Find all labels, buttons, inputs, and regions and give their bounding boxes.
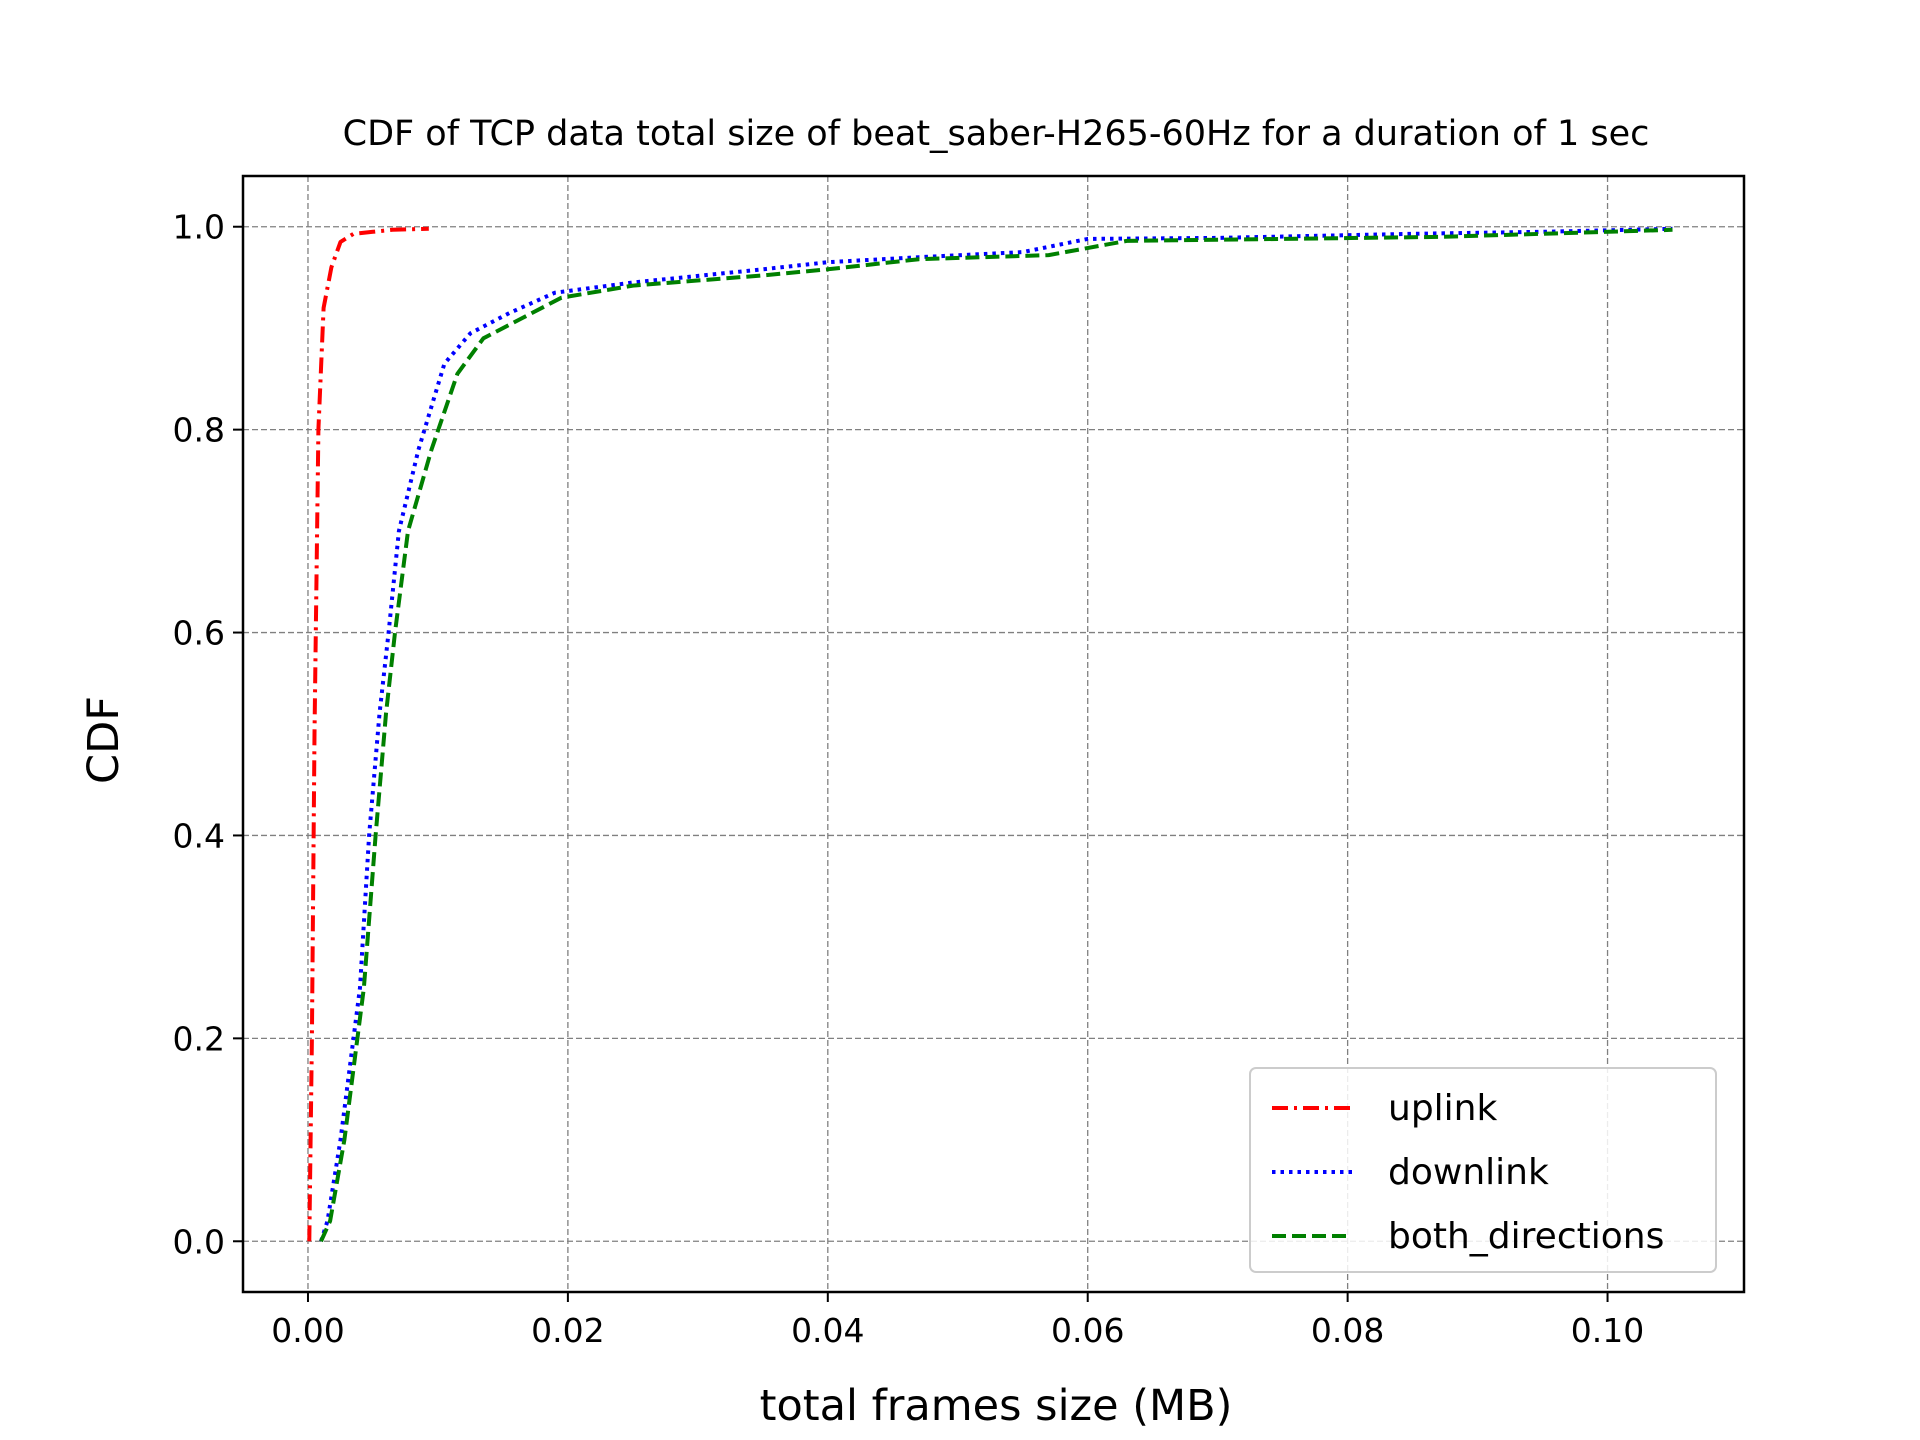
axis-ticks: 0.00 0.02 0.04 0.06 0.08 0.10 0.0 0.2 0.4 0.6 0.8 1… bbox=[173, 208, 1645, 1350]
chart-title: CDF of TCP data total size of beat_saber… bbox=[343, 114, 1650, 154]
x-tick-label: 0.04 bbox=[791, 1311, 864, 1350]
legend-label-both-directions: both_directions bbox=[1388, 1216, 1664, 1257]
y-tick-label: 0.0 bbox=[173, 1222, 225, 1261]
legend-box bbox=[1249, 1067, 1717, 1273]
y-tick-label: 0.8 bbox=[173, 411, 225, 450]
y-tick-label: 0.6 bbox=[173, 614, 225, 653]
plot-area-frame bbox=[241, 174, 1746, 1294]
x-tick-label: 0.10 bbox=[1571, 1311, 1644, 1350]
x-axis-label: total frames size (MB) bbox=[760, 1381, 1233, 1431]
legend-label-uplink: uplink bbox=[1388, 1088, 1497, 1129]
x-tick-label: 0.08 bbox=[1311, 1311, 1384, 1350]
x-tick-label: 0.02 bbox=[531, 1311, 604, 1350]
y-tick-label: 1.0 bbox=[173, 208, 225, 247]
grid-lines bbox=[243, 176, 1744, 1292]
x-tick-label: 0.00 bbox=[271, 1311, 344, 1350]
y-axis-label: CDF bbox=[79, 696, 129, 784]
legend-label-downlink: downlink bbox=[1388, 1152, 1549, 1193]
series-line-uplink bbox=[307, 226, 429, 1242]
y-tick-label: 0.2 bbox=[173, 1019, 225, 1058]
series-line-downlink bbox=[319, 226, 1673, 1242]
legend: uplink downlink both_directions bbox=[1249, 1067, 1717, 1273]
series-lines bbox=[307, 226, 1673, 1243]
y-tick-label: 0.4 bbox=[173, 816, 225, 855]
series-line-both-directions bbox=[319, 227, 1673, 1243]
x-tick-label: 0.06 bbox=[1051, 1311, 1124, 1350]
